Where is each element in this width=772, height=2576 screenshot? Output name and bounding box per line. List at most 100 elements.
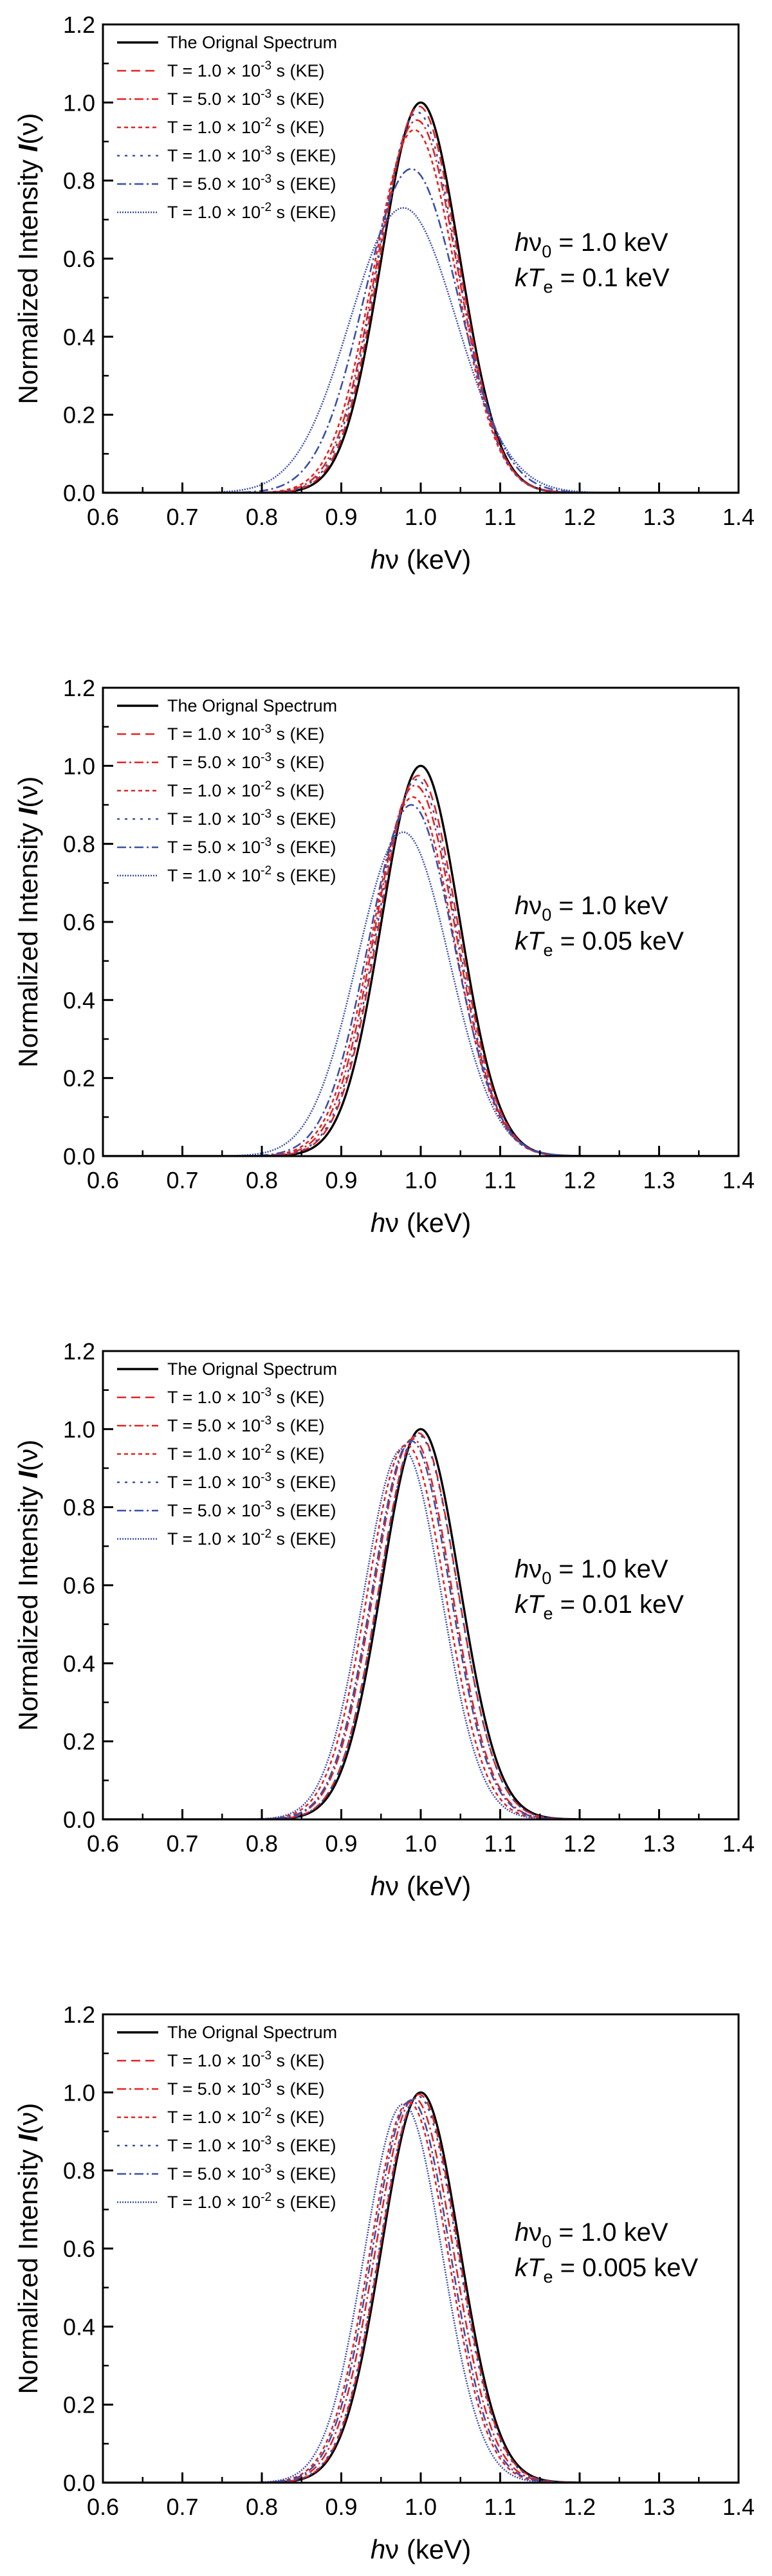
annotation-line-1: hν0 = 1.0 keV [515,1555,668,1588]
legend: The Orignal Spectrum T = 1.0 × 10-3 s (KE… [117,1359,337,1549]
annotation-line-1: hν0 = 1.0 keV [515,2218,668,2251]
y-tick-label: 0.8 [63,2158,95,2184]
y-tick-label: 0.2 [63,402,95,428]
x-axis-label: hν (keV) [371,2534,471,2564]
legend-entry-4: T = 1.0 × 10-2 s (KE) [167,779,325,800]
y-tick-label: 0.6 [63,909,95,935]
legend-entry-2: T = 1.0 × 10-3 s (KE) [167,59,325,80]
legend-entry-3: T = 5.0 × 10-3 s (KE) [167,1414,325,1435]
y-tick-label: 0.2 [63,2392,95,2418]
x-tick-label: 1.2 [564,1167,596,1193]
series-line-5 [103,111,739,493]
x-tick-label: 1.2 [564,504,596,530]
y-tick-label: 0.0 [63,1143,95,1170]
y-tick-label: 1.2 [63,675,95,701]
x-tick-label: 0.6 [87,504,119,530]
series-line-2 [103,775,739,1156]
x-tick-label: 0.8 [246,1167,278,1193]
x-tick-label: 1.3 [643,2494,675,2520]
chart-panel-4: 0.6 0.7 0.8 0.9 1.0 1.1 1.2 1.3 1.4 0.0 0.2 0.4 0.6 0… [13,2001,755,2564]
x-tick-label: 0.8 [246,2494,278,2520]
x-tick-label: 1.0 [405,1830,437,1857]
y-tick-label: 1.2 [63,1338,95,1365]
x-tick-label: 1.4 [722,2494,755,2520]
x-tick-label: 1.1 [484,1167,516,1193]
legend-entry-2: T = 1.0 × 10-3 s (KE) [167,2049,325,2070]
x-tick-label: 1.1 [484,2494,516,2520]
y-tick-label: 1.0 [63,89,95,116]
legend: The Orignal Spectrum T = 1.0 × 10-3 s (KE… [117,2023,337,2212]
x-tick-label: 1.1 [484,504,516,530]
legend-entry-3: T = 5.0 × 10-3 s (KE) [167,751,325,772]
legend: The Orignal Spectrum T = 1.0 × 10-3 s (KE… [117,696,337,885]
x-tick-label: 0.6 [87,2494,119,2520]
series-line-3 [103,784,739,1156]
series-line-2 [103,106,739,493]
x-tick-label: 1.0 [405,504,437,530]
legend-entry-5: T = 1.0 × 10-3 s (EKE) [167,1471,336,1492]
annotation-line-2: kTe = 0.05 keV [515,927,684,960]
x-tick-label: 0.6 [87,1830,119,1857]
legend-entry-1: The Orignal Spectrum [167,2023,337,2042]
legend-entry-7: T = 1.0 × 10-2 s (EKE) [167,864,336,885]
x-tick-label: 0.9 [325,2494,357,2520]
x-tick-label: 1.0 [405,2494,437,2520]
x-tick-label: 0.8 [246,504,278,530]
legend-entry-6: T = 5.0 × 10-3 s (EKE) [167,172,336,194]
y-tick-label: 1.0 [63,753,95,779]
annotation-line-2: kTe = 0.1 keV [515,264,670,297]
legend-entry-3: T = 5.0 × 10-3 s (KE) [167,87,325,109]
series-line-3 [103,1438,739,1819]
legend-entry-4: T = 1.0 × 10-2 s (KE) [167,116,325,137]
series-line-5 [103,778,739,1156]
x-tick-label: 0.7 [166,2494,198,2520]
y-tick-label: 0.4 [63,987,95,1013]
x-axis-label: hν (keV) [371,544,471,575]
x-tick-label: 0.7 [166,504,198,530]
series-line-1 [103,764,739,1156]
x-tick-label: 1.3 [643,1830,675,1857]
series-line-5 [103,1434,739,1819]
x-tick-label: 1.4 [722,1830,755,1857]
y-tick-label: 0.0 [63,1807,95,1833]
x-axis-label: hν (keV) [371,1871,471,1901]
series-line-1 [103,2091,739,2483]
series-line-6 [103,804,739,1156]
series-line-1 [103,1428,739,1819]
x-tick-label: 0.7 [166,1830,198,1857]
x-tick-label: 1.4 [722,504,755,530]
y-tick-label: 1.0 [63,1416,95,1442]
plot-series-group [103,1428,739,1819]
series-line-7 [103,2103,739,2483]
legend-entry-5: T = 1.0 × 10-3 s (EKE) [167,144,336,165]
x-tick-label: 1.1 [484,1830,516,1857]
legend-entry-7: T = 1.0 × 10-2 s (EKE) [167,1527,336,1549]
series-line-3 [103,119,739,493]
x-tick-label: 1.2 [564,1830,596,1857]
annotation-line-1: hν0 = 1.0 keV [515,228,668,261]
x-tick-label: 1.3 [643,1167,675,1193]
x-tick-label: 1.2 [564,2494,596,2520]
y-tick-label: 0.2 [63,1065,95,1092]
legend-entry-7: T = 1.0 × 10-2 s (EKE) [167,201,336,222]
legend-entry-5: T = 1.0 × 10-3 s (EKE) [167,807,336,829]
legend-entry-4: T = 1.0 × 10-2 s (KE) [167,2106,325,2127]
y-tick-label: 0.8 [63,831,95,858]
legend-entry-1: The Orignal Spectrum [167,696,337,715]
y-axis-label: Normalized Intensity I(ν) [13,2103,43,2395]
x-tick-label: 0.8 [246,1830,278,1857]
annotation-line-1: hν0 = 1.0 keV [515,892,668,925]
y-tick-label: 1.0 [63,2079,95,2106]
legend-entry-4: T = 1.0 × 10-2 s (KE) [167,1442,325,1464]
y-tick-label: 0.8 [63,168,95,194]
legend-entry-7: T = 1.0 × 10-2 s (EKE) [167,2191,336,2212]
y-tick-label: 1.2 [63,12,95,38]
y-tick-label: 0.0 [63,2470,95,2496]
y-tick-label: 0.2 [63,1729,95,1755]
annotation-line-2: kTe = 0.005 keV [515,2254,699,2286]
x-tick-label: 1.4 [722,1167,755,1193]
x-tick-label: 0.9 [325,1167,357,1193]
x-tick-label: 1.3 [643,504,675,530]
x-tick-label: 0.6 [87,1167,119,1193]
annotation-line-2: kTe = 0.01 keV [515,1590,684,1623]
